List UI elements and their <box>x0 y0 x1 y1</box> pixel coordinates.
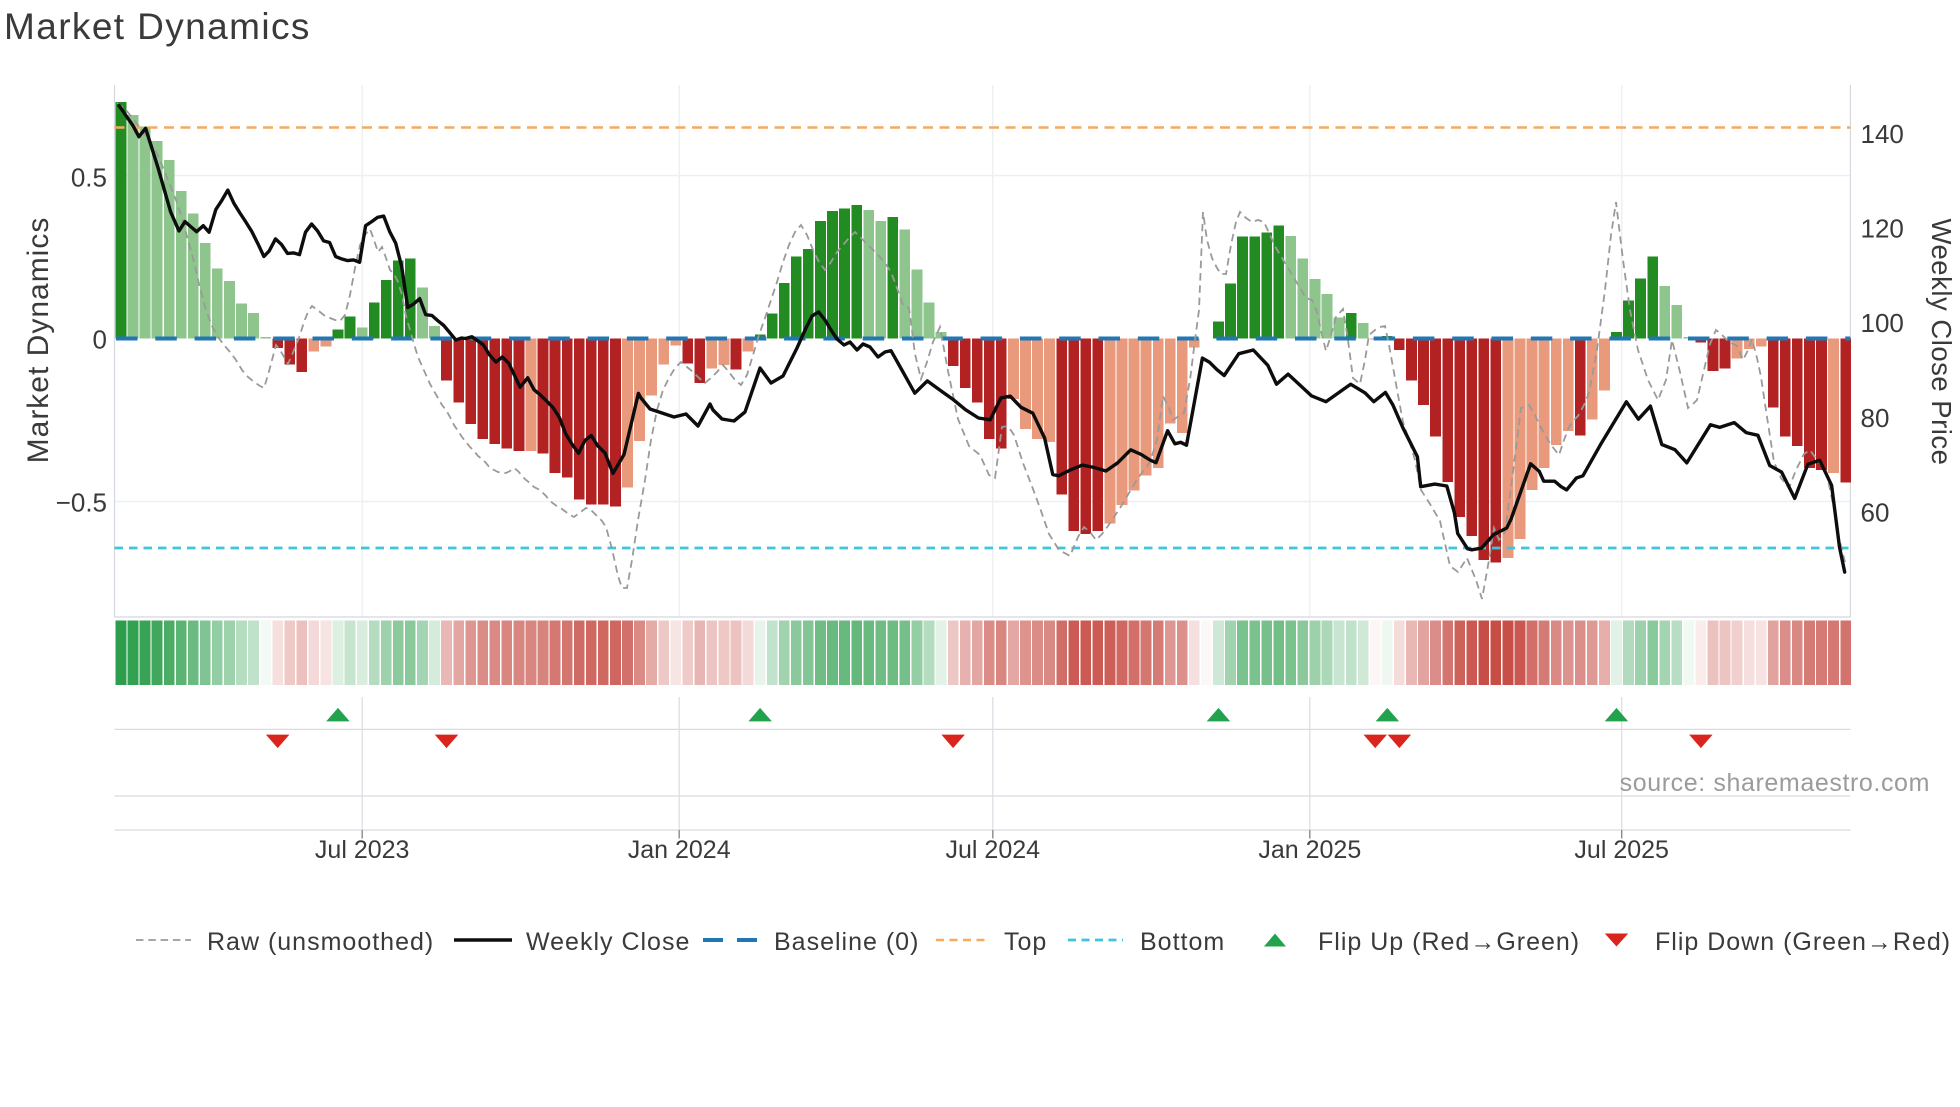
svg-text:140: 140 <box>1861 119 1904 149</box>
svg-text:Market Dynamics: Market Dynamics <box>4 6 311 47</box>
svg-text:60: 60 <box>1861 498 1890 528</box>
svg-text:80: 80 <box>1861 403 1890 433</box>
svg-text:source: sharemaestro.com: source: sharemaestro.com <box>1620 769 1930 797</box>
svg-text:Top: Top <box>1004 928 1047 956</box>
svg-text:Weekly Close Price: Weekly Close Price <box>1926 219 1957 466</box>
svg-text:Jan 2024: Jan 2024 <box>628 836 731 864</box>
svg-text:0: 0 <box>93 325 107 355</box>
svg-text:Flip Up (Red→Green): Flip Up (Red→Green) <box>1318 928 1580 956</box>
svg-text:Jul 2025: Jul 2025 <box>1574 836 1669 864</box>
svg-text:Bottom: Bottom <box>1140 928 1225 956</box>
svg-text:Flip Down (Green→Red): Flip Down (Green→Red) <box>1655 928 1951 956</box>
svg-text:Raw (unsmoothed): Raw (unsmoothed) <box>207 928 434 956</box>
svg-text:Jan 2025: Jan 2025 <box>1258 836 1361 864</box>
svg-text:120: 120 <box>1861 214 1904 244</box>
svg-text:Weekly Close: Weekly Close <box>526 928 690 956</box>
svg-text:100: 100 <box>1861 308 1904 338</box>
svg-text:Market Dynamics: Market Dynamics <box>22 217 55 464</box>
svg-text:0.5: 0.5 <box>71 163 107 193</box>
svg-text:Jul 2023: Jul 2023 <box>315 836 410 864</box>
svg-text:Jul 2024: Jul 2024 <box>946 836 1041 864</box>
svg-text:Baseline (0): Baseline (0) <box>774 928 919 956</box>
svg-text:−0.5: −0.5 <box>56 488 107 518</box>
